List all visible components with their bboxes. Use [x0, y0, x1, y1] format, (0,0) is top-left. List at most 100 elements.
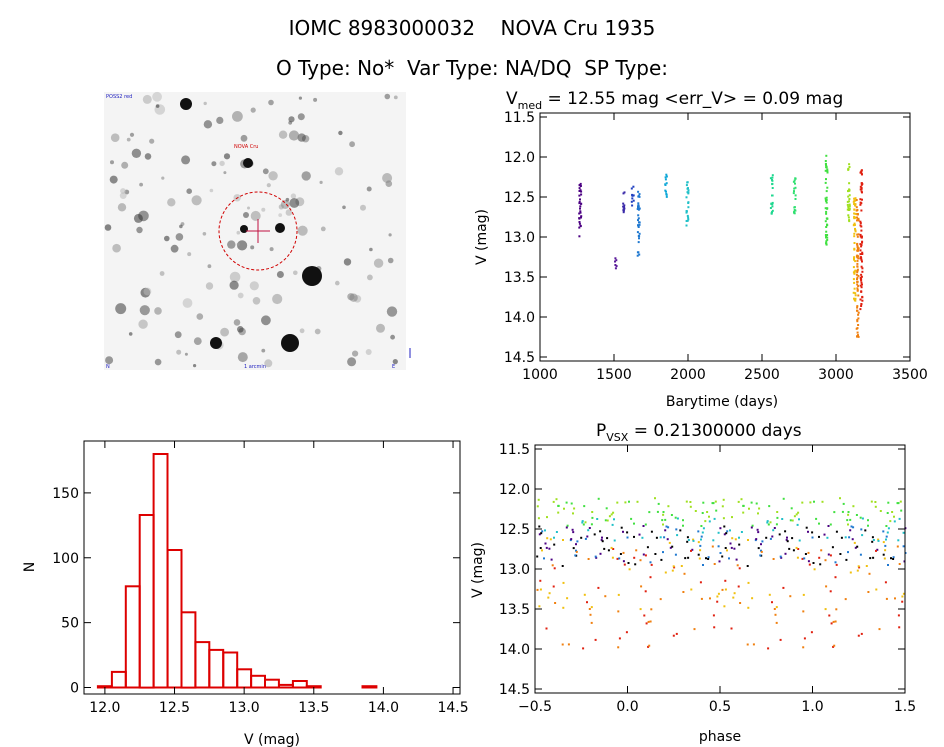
phased-point	[825, 585, 828, 588]
bright-star	[210, 337, 222, 349]
light-curve-point	[860, 229, 863, 232]
phased-point	[847, 551, 849, 554]
light-curve-point	[856, 265, 859, 268]
phased-point	[797, 511, 800, 514]
light-curve-point	[578, 235, 581, 238]
light-curve-point	[856, 289, 859, 292]
phased-xlabel: phase	[699, 729, 741, 745]
light-curve-point	[793, 206, 796, 209]
light-curve-point	[630, 187, 633, 190]
light-curve-point	[855, 327, 858, 330]
light-curve-point	[580, 216, 582, 219]
phased-point	[714, 500, 717, 503]
phased-point	[552, 585, 555, 588]
phased-point	[543, 557, 545, 560]
phased-point	[586, 535, 589, 538]
star	[261, 315, 271, 326]
light-curve-point	[825, 178, 827, 181]
phased-axes: −0.5 0.0 0.5 1.0 1.5 11.5 12.0 12.5 13.0 13.5 14.0…	[499, 442, 916, 715]
star	[105, 356, 114, 365]
light-curve-point	[860, 265, 863, 268]
phased-point	[626, 531, 629, 534]
phased-point	[608, 515, 611, 518]
phased-point	[840, 536, 843, 539]
phased-point	[583, 505, 586, 508]
light-curve-point	[578, 200, 581, 203]
phased-point	[768, 505, 771, 508]
phased-point	[546, 516, 548, 519]
phased-point	[561, 565, 564, 567]
star	[126, 137, 131, 142]
light-curve-point	[771, 182, 774, 185]
light-curve-point	[856, 331, 859, 334]
phased-point	[689, 501, 692, 503]
y-tick-label: 50	[61, 616, 79, 632]
light-curve-point	[793, 190, 795, 193]
image-label-bottom-center: 1 arcmin	[244, 364, 266, 370]
light-curve-point	[687, 191, 690, 194]
star	[393, 95, 398, 100]
light-curve-point	[637, 224, 639, 227]
phased-point	[771, 601, 773, 604]
phased-point	[887, 501, 890, 504]
phased-point	[878, 628, 881, 631]
phased-point	[648, 644, 651, 647]
phased-point	[575, 549, 577, 552]
phased-point	[553, 543, 556, 546]
light-curve-point	[855, 273, 858, 276]
phased-point	[697, 541, 700, 544]
phased-point	[826, 536, 829, 539]
x-tick-label: 1.5	[894, 699, 916, 715]
phased-point	[899, 500, 902, 503]
star	[276, 271, 284, 278]
phased-point	[594, 638, 597, 641]
light-curve-point	[853, 287, 856, 290]
phased-point	[552, 500, 555, 503]
phased-point	[767, 523, 770, 526]
light-curve-point	[638, 221, 640, 224]
phased-point	[776, 511, 779, 513]
phased-point	[635, 549, 638, 552]
phased-point	[610, 546, 613, 549]
light-curve-point	[685, 184, 688, 187]
phased-point	[829, 590, 832, 593]
light-curve-point	[859, 224, 862, 227]
phased-point	[864, 529, 867, 532]
star	[211, 161, 217, 167]
light-curve-point	[825, 212, 828, 215]
light-curve-point	[860, 187, 863, 190]
light-curve-point	[859, 253, 862, 256]
phased-point	[565, 501, 568, 504]
star	[297, 113, 305, 121]
phased-point	[852, 526, 855, 529]
light-curve-point	[637, 241, 640, 244]
phased-point	[538, 533, 541, 536]
star	[285, 209, 293, 216]
light-curve-point	[856, 249, 859, 252]
phased-point	[654, 497, 656, 500]
phased-point	[565, 526, 568, 529]
phased-point	[755, 502, 758, 505]
light-curve-point	[847, 168, 850, 171]
phased-point	[642, 525, 645, 527]
phased-point	[790, 507, 793, 510]
phased-point	[809, 501, 812, 504]
phased-point	[713, 626, 716, 629]
histogram-bar	[208, 648, 225, 689]
light-curve-point	[861, 251, 864, 254]
phased-point	[650, 530, 653, 533]
light-curve-point	[856, 246, 859, 249]
phased-point	[819, 563, 822, 566]
star	[187, 252, 192, 257]
phased-point	[539, 547, 542, 549]
light-curve-point	[578, 212, 581, 215]
phased-point	[760, 549, 762, 552]
light-curve-point	[860, 257, 863, 260]
y-tick-label: 14.5	[504, 350, 535, 366]
light-curve-point	[579, 210, 582, 213]
star	[219, 160, 225, 167]
phased-point	[650, 563, 653, 566]
x-tick-label: 14.5	[437, 700, 468, 716]
phased-point	[868, 572, 871, 575]
phased-point	[721, 588, 724, 591]
